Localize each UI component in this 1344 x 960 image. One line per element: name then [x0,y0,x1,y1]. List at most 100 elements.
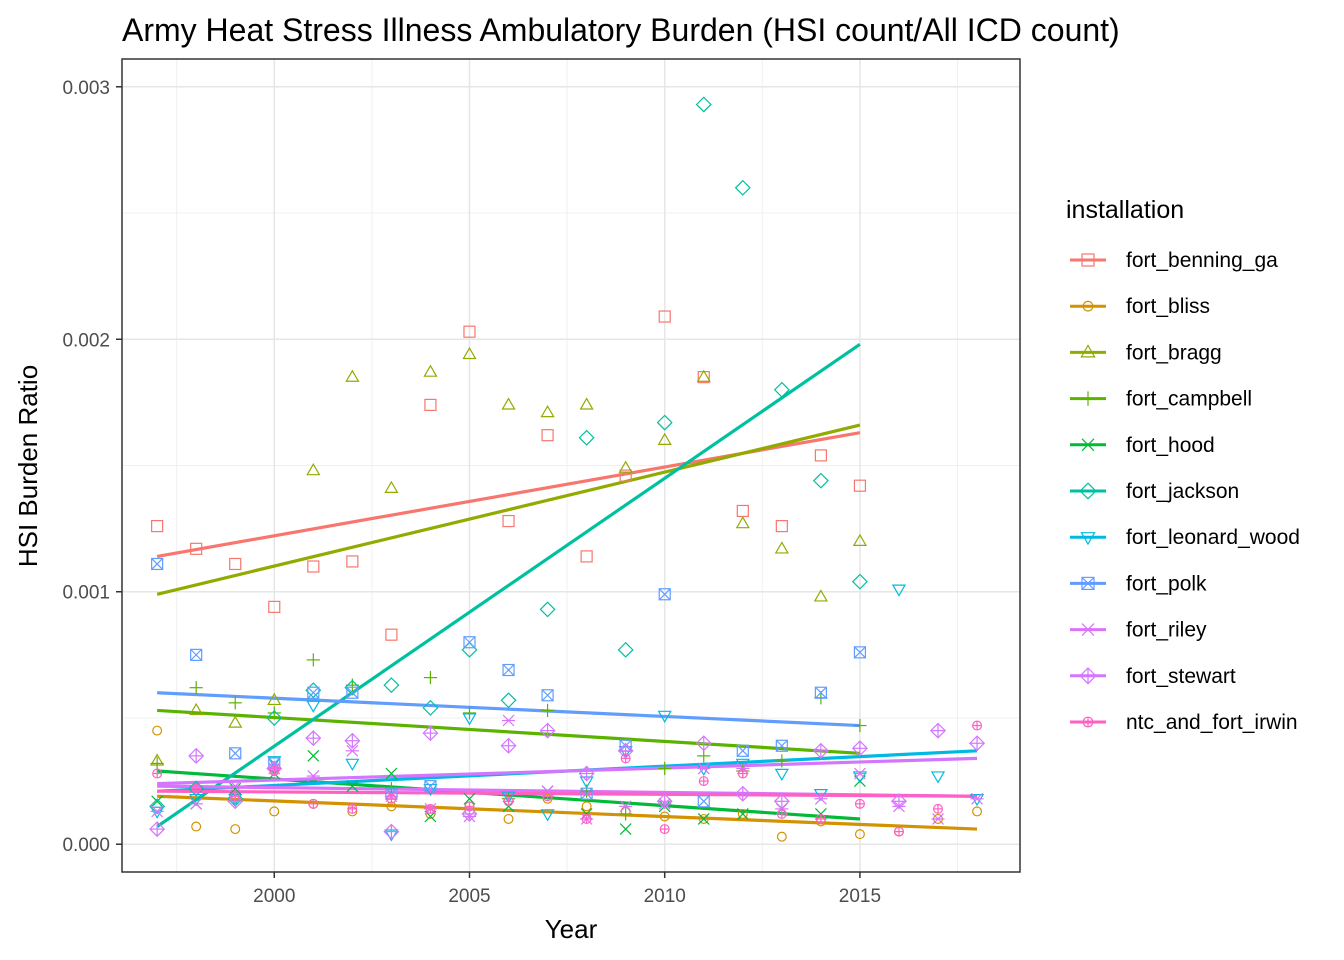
data-point [501,714,516,727]
data-point [658,761,672,776]
x-tick-label: 2005 [448,886,490,907]
data-point [854,829,865,840]
data-point [970,792,984,805]
series-ntc_and_fort_irwin [152,720,983,837]
legend-key-marker [1080,391,1096,406]
data-point [656,793,673,810]
data-point [697,749,711,763]
data-point [933,803,944,814]
trend-line-fort_jackson [156,342,861,828]
data-point [424,398,437,412]
data-point [346,555,359,568]
data-point [578,765,595,782]
legend-items: fort_benning_ga fort_bliss fort_bragg fort_… [1070,249,1300,734]
trend-line-fort_bragg [156,423,861,596]
data-point [812,472,829,489]
data-point [773,381,790,398]
data-point [306,463,321,476]
data-point [697,795,710,808]
data-point [152,725,163,736]
data-point [697,762,711,775]
trend-lines [156,342,978,831]
series-fort_stewart [149,722,986,840]
legend-item: fort_leonard_wood [1070,526,1300,549]
data-point [230,824,241,835]
data-point [698,776,709,787]
x-tick-label: 2015 [839,886,881,907]
data-point [658,310,671,323]
data-point [150,756,164,771]
data-point [462,346,477,360]
data-point [189,702,204,716]
data-point [462,713,477,726]
data-point [541,689,554,702]
data-point [269,766,280,777]
data-point [308,798,319,809]
data-point [581,813,592,824]
data-point [346,780,359,793]
data-point [776,831,787,842]
data-point [229,782,242,795]
data-point [501,397,516,410]
data-point [813,589,828,602]
data-point [383,823,400,840]
data-point [150,805,164,818]
legend-label: fort_leonard_wood [1126,526,1300,549]
data-point [734,785,751,802]
legend-key-marker [1079,482,1097,500]
data-point [930,771,946,784]
data-point [151,557,164,571]
legend-key-marker [1081,576,1095,591]
data-point [890,793,907,810]
data-point [620,753,631,764]
data-point [698,813,709,824]
data-point [266,709,283,726]
data-point [500,692,517,709]
legend-key-marker [1082,716,1094,728]
legend-item: fort_bliss [1070,295,1210,318]
data-point [617,641,634,658]
legend-item: ntc_and_fort_irwin [1070,711,1298,734]
legend-label: fort_stewart [1126,665,1236,688]
legend-title: installation [1066,196,1184,224]
chart-title: Army Heat Stress Illness Ambulatory Burd… [122,12,1120,48]
data-point [657,432,672,445]
data-point [386,793,397,804]
data-point [344,679,361,696]
data-point [385,628,398,641]
y-tick-label: 0.000 [62,835,110,856]
legend-key-marker [1080,344,1096,358]
data-point [814,686,827,699]
plot-border [121,58,1021,873]
data-point [972,806,983,817]
y-axis-title: HSI Burden Ratio [13,365,43,567]
data-point [657,710,672,723]
data-point [619,800,633,813]
data-point [969,735,986,752]
data-point [852,533,868,546]
data-point [774,768,789,782]
series-fort_polk [151,557,867,808]
data-point [305,730,322,747]
x-axis-title: Year [545,914,598,944]
legend-label: fort_hood [1126,434,1215,457]
data-point [228,696,242,710]
data-point [190,648,203,661]
data-point [347,803,358,814]
data-point [659,811,670,822]
y-axis-ticks: 0.000 0.001 0.002 0.003 [62,78,122,856]
data-point [503,813,514,824]
legend-label: fort_campbell [1126,388,1252,411]
data-point [422,699,439,716]
data-point [149,821,166,838]
data-point [539,601,556,618]
legend-item: fort_polk [1070,572,1207,595]
y-tick-label: 0.002 [62,330,110,351]
data-point [580,550,593,563]
data-point [815,813,826,824]
y-tick-label: 0.001 [62,583,110,604]
data-point [424,780,437,793]
data-point [463,636,476,649]
data-point [385,767,398,780]
